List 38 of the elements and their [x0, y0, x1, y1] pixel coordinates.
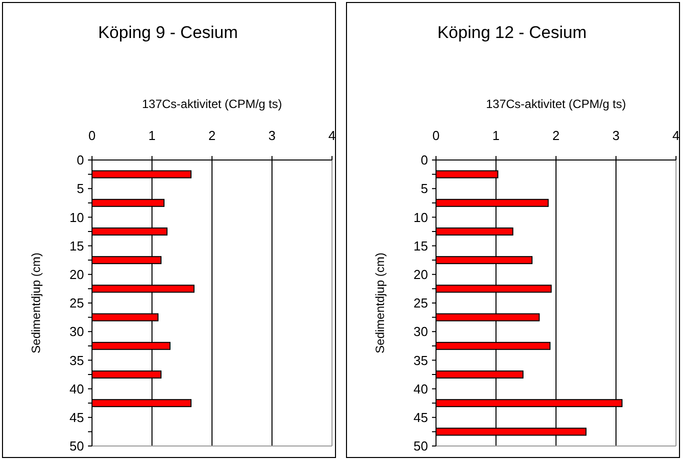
x-tick-label: 2: [208, 128, 216, 143]
y-tick-label: 10: [414, 210, 428, 225]
y-tick-label: 50: [414, 438, 428, 454]
x-tick-label: 0: [432, 128, 440, 143]
y-tick-label: 45: [414, 410, 428, 425]
x-axis-title: 137Cs-aktivitet (CPM/g ts): [486, 97, 626, 111]
x-tick-label: 2: [552, 128, 560, 143]
y-tick-label: 20: [414, 266, 428, 282]
y-tick-label: 40: [70, 381, 84, 396]
y-tick-label: 30: [70, 324, 84, 340]
y-tick-label: 15: [70, 238, 84, 254]
y-tick-label: 5: [76, 181, 84, 196]
x-tick-label: 1: [148, 128, 156, 143]
x-tick-label: 3: [612, 128, 620, 143]
y-tick-label: 50: [70, 438, 84, 454]
y-tick-label: 30: [414, 324, 428, 340]
y-tick-label: 35: [70, 352, 84, 368]
chart-title: Köping 12 - Cesium: [437, 23, 587, 42]
y-tick-label: 45: [70, 410, 84, 425]
x-tick-label: 3: [268, 128, 276, 143]
y-tick-label: 10: [70, 210, 84, 225]
x-tick-label: 1: [492, 128, 500, 143]
x-tick-label: 0: [88, 128, 96, 143]
y-tick-label: 25: [414, 296, 428, 311]
y-tick-label: 35: [414, 352, 428, 368]
x-tick-label: 4: [672, 128, 680, 143]
y-axis-title: Sedimentdjup (cm): [373, 252, 387, 354]
y-axis-title: Sedimentdjup (cm): [29, 252, 43, 354]
x-tick-label: 4: [328, 128, 336, 143]
y-tick-label: 15: [414, 238, 428, 254]
y-tick-label: 20: [70, 266, 84, 282]
chart-title: Köping 9 - Cesium: [98, 23, 238, 42]
x-axis-title: 137Cs-aktivitet (CPM/g ts): [142, 97, 282, 111]
y-tick-label: 0: [420, 152, 428, 168]
y-tick-label: 5: [420, 181, 428, 196]
y-tick-label: 40: [414, 381, 428, 396]
y-tick-label: 0: [76, 152, 84, 168]
y-tick-label: 25: [70, 296, 84, 311]
